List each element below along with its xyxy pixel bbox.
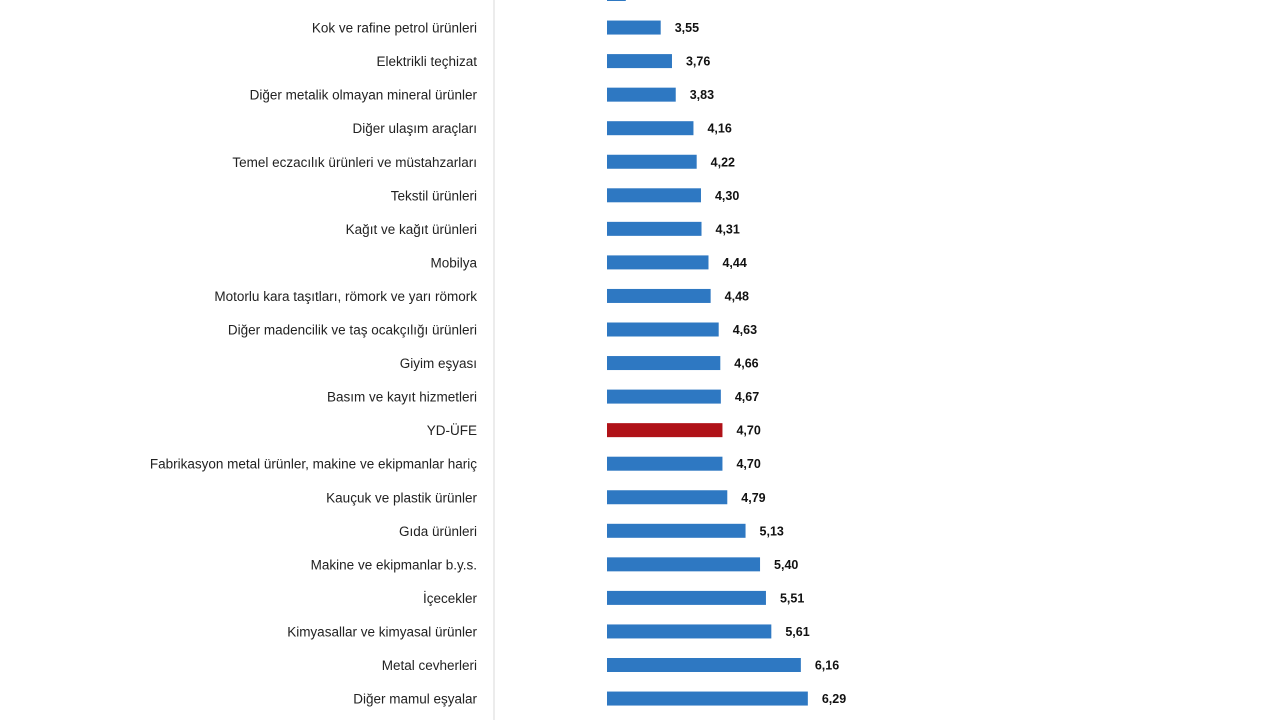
value-label: 6,16 (815, 659, 839, 673)
category-label: Gıda ürünleri (399, 524, 477, 539)
value-label: 5,13 (760, 524, 784, 538)
value-label: 3,76 (686, 55, 710, 69)
bar (607, 356, 721, 371)
category-label: Kauçuk ve plastik ürünler (326, 490, 477, 505)
value-label: 4,70 (736, 424, 760, 438)
category-label: Diğer metalik olmayan mineral ürünler (250, 88, 478, 103)
bar (607, 691, 808, 706)
category-label: Kağıt ve kağıt ürünleri (346, 222, 477, 237)
bar (607, 154, 697, 169)
category-label: YD-ÜFE (427, 423, 477, 438)
value-label: 4,44 (722, 256, 746, 270)
value-label: 3,55 (675, 21, 699, 35)
value-label: 4,22 (711, 155, 735, 169)
value-label: 4,31 (716, 222, 740, 236)
bar (607, 456, 723, 471)
bar (607, 557, 761, 572)
bar (607, 288, 711, 303)
value-label: 4,48 (725, 289, 749, 303)
bar (607, 121, 694, 136)
category-label: Mobilya (430, 255, 477, 270)
category-label: İçecekler (423, 591, 478, 606)
bar (607, 590, 766, 605)
bar (607, 20, 661, 35)
bar (607, 188, 701, 203)
bar-highlight (607, 423, 723, 438)
value-label: 4,66 (734, 357, 758, 371)
bar (607, 0, 626, 1)
bar (607, 322, 719, 337)
category-label: Giyim eşyası (400, 356, 477, 371)
category-label: Kimyasallar ve kimyasal ürünler (287, 624, 477, 639)
category-label: Diğer madencilik ve taş ocakçılığı ürünl… (228, 323, 477, 338)
bar (607, 255, 709, 270)
value-label: 5,61 (785, 625, 809, 639)
category-label: Metal cevherleri (382, 658, 477, 673)
bar (607, 221, 702, 236)
bar (607, 490, 728, 505)
value-label: 4,16 (707, 122, 731, 136)
bar (607, 658, 801, 672)
category-label: Temel eczacılık ürünleri ve müstahzarlar… (232, 155, 477, 170)
bar (607, 54, 672, 69)
bar (607, 624, 772, 639)
value-label: 5,51 (780, 591, 804, 605)
category-label: Motorlu kara taşıtları, römork ve yarı r… (214, 289, 477, 304)
category-label: Kok ve rafine petrol ürünleri (312, 21, 477, 36)
category-label: Elektrikli teçhizat (376, 54, 477, 69)
category-label: Fabrikasyon metal ürünler, makine ve eki… (150, 457, 477, 472)
value-label: 6,29 (822, 692, 846, 706)
bar (607, 523, 746, 538)
value-label: 4,70 (736, 457, 760, 471)
category-label: Diğer mamul eşyalar (353, 692, 477, 707)
category-label: Makine ve ekipmanlar b.y.s. (311, 557, 477, 572)
value-label: 5,40 (774, 558, 798, 572)
bar (607, 389, 721, 404)
bar (607, 87, 676, 102)
category-label: Basım ve kayıt hizmetleri (327, 390, 477, 405)
category-label: Tekstil ürünleri (391, 188, 477, 203)
value-label: 3,83 (690, 88, 714, 102)
value-label: 4,30 (715, 189, 739, 203)
value-label: 4,79 (741, 491, 765, 505)
category-label: Diğer ulaşım araçları (352, 121, 477, 136)
value-label: 4,63 (733, 323, 757, 337)
value-label: 4,67 (735, 390, 759, 404)
